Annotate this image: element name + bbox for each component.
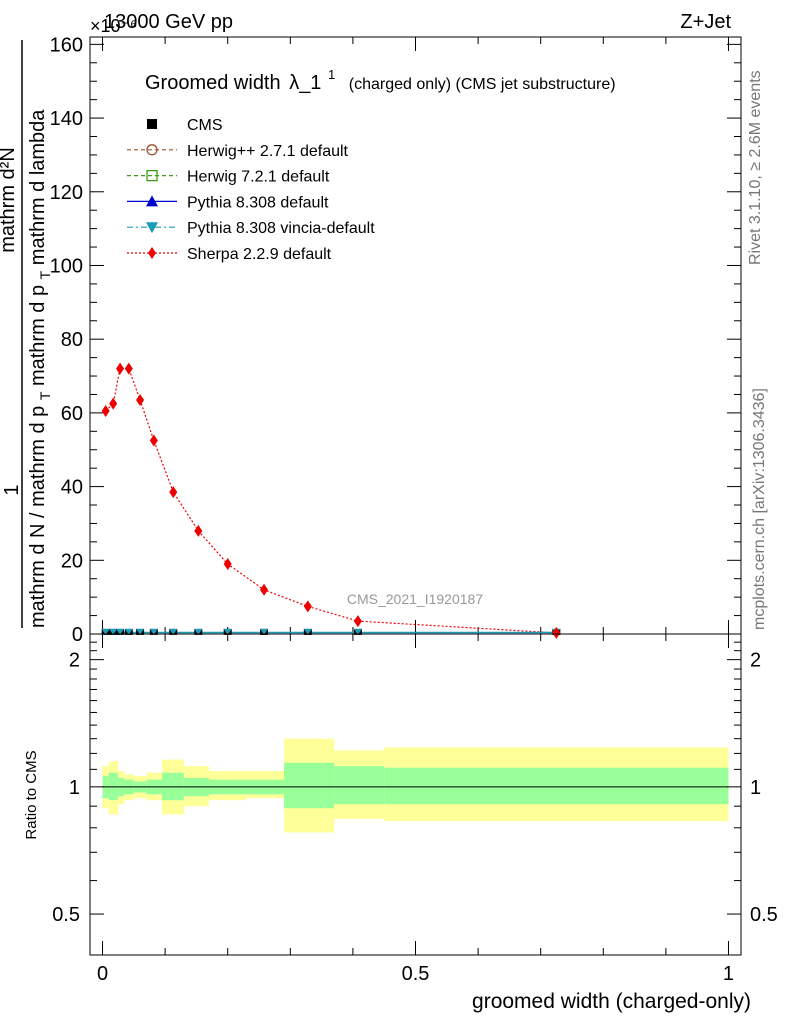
- ratio-y-tick-label: 0.5: [52, 904, 80, 926]
- ratio-stat-band: [284, 762, 335, 809]
- x-tick-label: 1: [723, 963, 734, 985]
- main-y-label: 1 mathrm d²N mathrm d N / mathrm d p T m…: [0, 40, 55, 628]
- legend-label: Pythia 8.308 default: [187, 194, 329, 211]
- legend-label: CMS: [187, 117, 223, 134]
- legend-marker: [146, 195, 158, 207]
- legend-marker: [147, 119, 157, 129]
- legend-item: Pythia 8.308 default: [127, 194, 329, 211]
- y-tick-label: 120: [50, 182, 83, 204]
- sherpa-point: [116, 362, 125, 375]
- process-label: Z+Jet: [680, 11, 731, 33]
- y-tick-label: 20: [61, 550, 83, 572]
- vincia-point: [303, 628, 312, 635]
- legend-marker: [146, 169, 158, 182]
- legend-label: Sherpa 2.2.9 default: [187, 246, 332, 263]
- chart-title: Groomed width λ_1 1 (charged only) (CMS …: [145, 62, 616, 94]
- legend-item: CMS: [147, 117, 223, 134]
- vincia-point: [109, 628, 118, 635]
- y-tick-label: 40: [61, 477, 83, 499]
- legend-label: Pythia 8.308 vincia-default: [187, 220, 375, 237]
- energy-label: 13000 GeV pp: [104, 11, 233, 33]
- sherpa-point: [149, 434, 158, 447]
- y-label-denominator-mid: mathrm d p: [27, 285, 49, 386]
- sherpa-point: [109, 397, 118, 410]
- vincia-point: [136, 628, 145, 635]
- vincia-point: [149, 628, 158, 635]
- y-tick-label: 80: [61, 329, 83, 351]
- watermark: CMS_2021_I1920187: [347, 591, 483, 607]
- main-series: [101, 362, 561, 639]
- chart-title-symbol: λ_1: [289, 72, 321, 94]
- legend-marker: [148, 247, 156, 259]
- sherpa-line: [105, 368, 557, 634]
- legend-item: Herwig++ 2.7.1 default: [127, 143, 349, 160]
- legend: CMS Herwig++ 2.7.1 default Herwig 7.2.1 de…: [127, 117, 375, 263]
- ratio-bands: [102, 738, 729, 833]
- legend-item: Sherpa 2.2.9 default: [127, 246, 332, 263]
- ratio-y-label: Ratio to CMS: [23, 750, 40, 839]
- legend-item: Pythia 8.308 vincia-default: [127, 220, 375, 237]
- ratio-panel: 0.5 0.51 12 2 0 0.5 1 Ratio to CMS groomed wi…: [23, 633, 778, 1013]
- y-label-denominator: mathrm d N / mathrm d p T mathrm d p T m…: [27, 109, 55, 628]
- chart-title-superscript: 1: [328, 67, 335, 82]
- x-tick-label: 0.5: [402, 963, 430, 985]
- main-y-ticks: 0 20 40 60 80 100 120 140 160: [50, 34, 741, 646]
- ratio-y-ticks: 0.5 0.5 1 1 2 2: [52, 641, 778, 926]
- ratio-y-tick-label: 2: [69, 650, 80, 672]
- vincia-point: [101, 628, 110, 635]
- ratio-y-tick-label: 1: [69, 777, 80, 799]
- sherpa-point: [101, 405, 110, 418]
- y-label-denominator-sub1: T: [37, 391, 53, 400]
- y-label-denominator-pre: mathrm d N / mathrm d p: [27, 406, 49, 628]
- ratio-x-ticks: 0 0.5 1: [97, 634, 734, 985]
- legend-marker: [146, 144, 158, 156]
- sherpa-point: [260, 583, 269, 596]
- chart-title-suffix: (charged only) (CMS jet substructure): [349, 76, 616, 93]
- vincia-point: [116, 628, 125, 635]
- mcplots-label: mcplots.cern.ch [arXiv:1306.3436]: [751, 388, 768, 630]
- y-label-denominator-sub2: T: [37, 270, 53, 279]
- vincia-point: [124, 628, 133, 635]
- y-tick-label: 60: [61, 403, 83, 425]
- sherpa-point: [353, 615, 362, 628]
- sherpa-point: [552, 626, 561, 639]
- y-label-one: 1: [1, 484, 23, 495]
- sherpa-point: [124, 362, 133, 375]
- vincia-point: [169, 628, 178, 635]
- vincia-point: [194, 628, 203, 635]
- legend-label: Herwig++ 2.7.1 default: [187, 143, 349, 160]
- y-label-numerator: mathrm d²N: [0, 147, 19, 253]
- sherpa-point: [223, 557, 232, 570]
- vincia-point: [223, 628, 232, 635]
- y-tick-label: 100: [50, 255, 83, 277]
- sherpa-point: [169, 486, 178, 499]
- vincia-point: [353, 628, 362, 635]
- ratio-stat-band: [334, 766, 385, 805]
- ratio-stat-band: [384, 767, 729, 805]
- legend-item: Herwig 7.2.1 default: [127, 169, 330, 186]
- x-axis-label: groomed width (charged-only): [472, 990, 751, 1013]
- sherpa-point: [303, 600, 312, 613]
- sherpa-point: [136, 393, 145, 406]
- y-tick-label: 0: [72, 624, 83, 646]
- ratio-y-tick-label-right: 2: [750, 650, 761, 672]
- vincia-point: [260, 628, 269, 635]
- ratio-y-tick-label-right: 0.5: [750, 904, 778, 926]
- exponent-label: ×10⁻⁶: [90, 16, 137, 36]
- ratio-y-tick-label-right: 1: [750, 777, 761, 799]
- sherpa-point: [194, 524, 203, 537]
- legend-marker: [146, 222, 158, 234]
- x-tick-label: 0: [97, 963, 108, 985]
- rivet-label: Rivet 3.1.10, ≥ 2.6M events: [747, 70, 764, 265]
- y-tick-label: 160: [50, 34, 83, 56]
- y-label-denominator-post: mathrm d lambda: [27, 109, 49, 265]
- chart-title-main: Groomed width: [145, 72, 281, 94]
- legend-label: Herwig 7.2.1 default: [187, 169, 330, 186]
- y-tick-label: 140: [50, 108, 83, 130]
